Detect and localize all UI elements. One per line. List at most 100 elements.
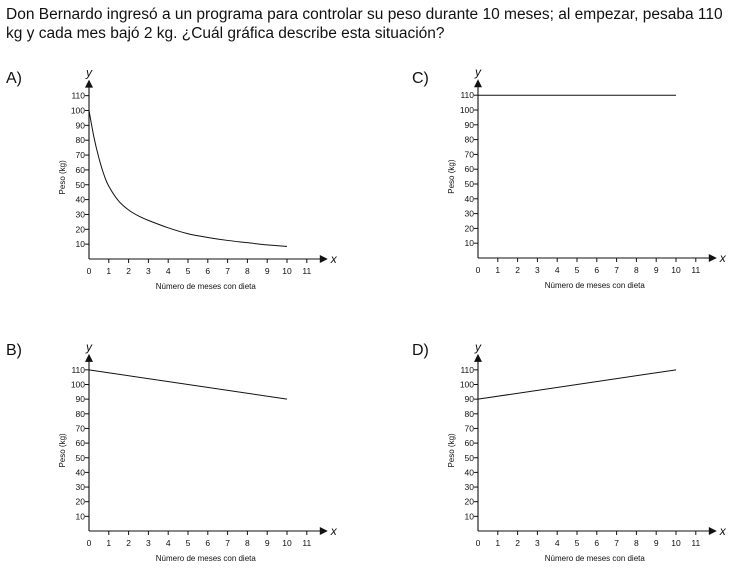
y-tick-label: 100 (71, 106, 85, 116)
x-tick-label: 2 (515, 265, 520, 275)
series-line (88, 110, 288, 247)
x-tick-label: 4 (166, 266, 171, 276)
y-tick-label: 50 (76, 453, 86, 463)
y-tick-label: 90 (76, 394, 86, 404)
x-tick-label: 8 (245, 266, 250, 276)
y-axis-title: Peso (kg) (58, 160, 67, 195)
series-line (477, 369, 677, 400)
x-axis-arrow (319, 527, 328, 535)
y-tick-label: 90 (465, 394, 475, 404)
x-tick-label: 11 (302, 266, 311, 276)
x-tick-label: 2 (515, 538, 520, 548)
option-label-c: C) (412, 70, 429, 87)
x-tick-label: 9 (265, 538, 270, 548)
y-axis-title: Peso (kg) (447, 433, 456, 468)
x-axis-title: Número de meses con dieta (156, 554, 257, 563)
y-axis-letter: y (85, 340, 93, 354)
y-tick-label: 100 (460, 105, 474, 115)
y-tick-label: 30 (465, 209, 475, 219)
y-axis-arrow (85, 79, 93, 88)
y-axis-letter: y (474, 340, 482, 354)
x-tick-label: 9 (265, 266, 270, 276)
x-tick-label: 1 (495, 538, 500, 548)
x-tick-label: 11 (302, 538, 311, 548)
x-tick-label: 9 (654, 265, 659, 275)
x-tick-label: 5 (186, 266, 191, 276)
x-tick-label: 2 (126, 266, 131, 276)
x-tick-label: 10 (282, 266, 292, 276)
option-label-d: D) (412, 342, 429, 359)
x-axis-letter: x (719, 251, 727, 265)
y-tick-label: 40 (76, 467, 86, 477)
x-tick-label: 7 (225, 266, 230, 276)
x-axis-title: Número de meses con dieta (545, 281, 646, 290)
x-tick-label: 7 (614, 538, 619, 548)
y-tick-label: 40 (76, 195, 86, 205)
y-tick-label: 70 (76, 423, 86, 433)
y-tick-label: 20 (465, 497, 475, 507)
option-label-b: B) (6, 342, 22, 359)
x-tick-label: 4 (555, 538, 560, 548)
y-axis-arrow (85, 353, 93, 362)
y-tick-label: 20 (465, 223, 475, 233)
y-tick-label: 80 (76, 135, 86, 145)
x-axis-arrow (708, 527, 717, 535)
x-tick-label: 6 (594, 538, 599, 548)
x-tick-label: 10 (671, 265, 681, 275)
y-axis-title: Peso (kg) (58, 433, 67, 468)
x-tick-label: 3 (146, 538, 151, 548)
x-tick-label: 1 (106, 266, 111, 276)
y-tick-label: 60 (465, 438, 475, 448)
y-tick-label: 80 (465, 409, 475, 419)
x-axis-letter: x (330, 524, 338, 538)
x-tick-label: 8 (634, 538, 639, 548)
y-tick-label: 50 (465, 453, 475, 463)
y-tick-label: 20 (76, 497, 86, 507)
option-label-a: A) (6, 70, 22, 87)
x-tick-label: 5 (575, 538, 580, 548)
y-tick-label: 110 (71, 365, 85, 375)
x-tick-label: 3 (146, 266, 151, 276)
x-tick-label: 10 (671, 538, 681, 548)
y-tick-label: 20 (76, 224, 86, 234)
y-tick-label: 70 (76, 150, 86, 160)
x-axis-title: Número de meses con dieta (156, 282, 257, 291)
x-tick-label: 1 (495, 265, 500, 275)
y-axis-arrow (474, 353, 482, 362)
x-tick-label: 6 (205, 538, 210, 548)
x-tick-label: 4 (555, 265, 560, 275)
y-tick-label: 70 (465, 149, 475, 159)
y-axis-title: Peso (kg) (447, 159, 456, 194)
y-tick-label: 50 (76, 180, 86, 190)
y-tick-label: 30 (465, 482, 475, 492)
y-tick-label: 10 (76, 239, 86, 249)
y-tick-label: 80 (76, 409, 86, 419)
x-tick-label: 4 (166, 538, 171, 548)
y-tick-label: 70 (465, 423, 475, 433)
y-tick-label: 110 (460, 90, 474, 100)
x-tick-label: 3 (535, 265, 540, 275)
x-tick-label: 8 (245, 538, 250, 548)
x-tick-label: 10 (282, 538, 292, 548)
x-tick-label: 11 (691, 265, 700, 275)
x-tick-label: 9 (654, 538, 659, 548)
y-tick-label: 30 (76, 482, 86, 492)
series-line (88, 369, 288, 400)
x-axis-arrow (319, 255, 328, 263)
x-tick-label: 0 (87, 266, 92, 276)
y-axis-arrow (474, 79, 482, 88)
x-axis-letter: x (719, 524, 727, 538)
y-tick-label: 10 (465, 511, 475, 521)
y-tick-label: 50 (465, 179, 475, 189)
x-tick-label: 5 (186, 538, 191, 548)
y-tick-label: 10 (76, 511, 86, 521)
y-tick-label: 110 (71, 91, 85, 101)
x-tick-label: 6 (594, 265, 599, 275)
question-text: Don Bernardo ingresó a un programa para … (6, 6, 723, 42)
x-tick-label: 7 (225, 538, 230, 548)
y-tick-label: 60 (465, 164, 475, 174)
y-tick-label: 60 (76, 438, 86, 448)
